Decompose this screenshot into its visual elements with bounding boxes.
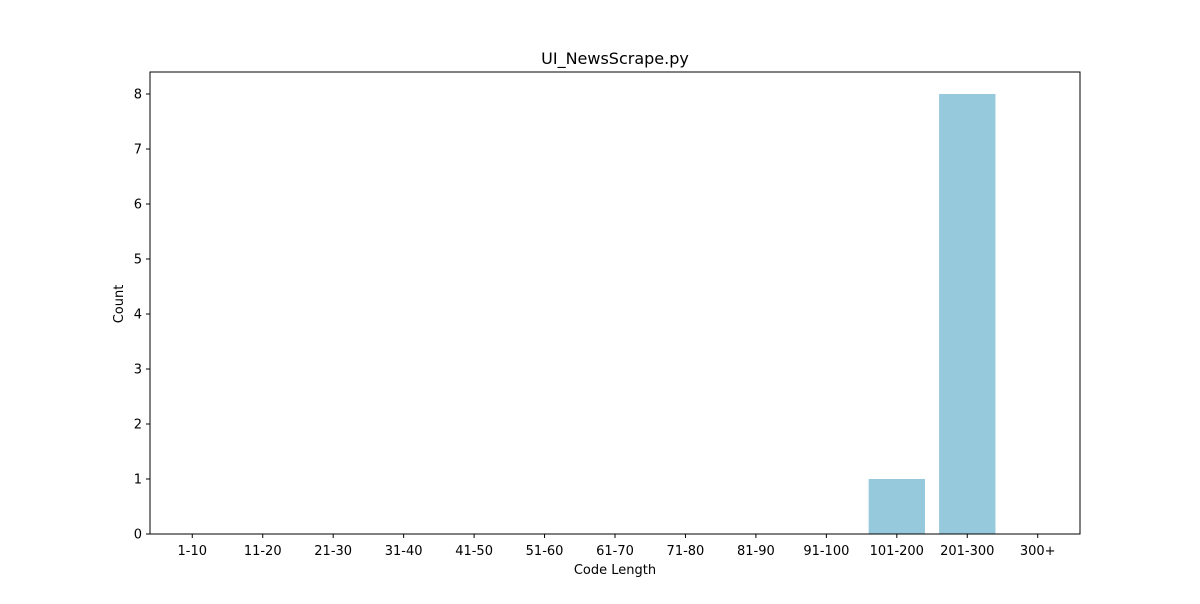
- plot-area-frame: [149, 71, 1081, 535]
- y-tick-label: 8: [134, 88, 142, 103]
- y-tick-label: 0: [134, 528, 142, 543]
- bar-201-300: [939, 94, 996, 534]
- chart-title: UI_NewsScrape.py: [541, 49, 689, 69]
- x-tick-label: 71-80: [667, 544, 705, 559]
- y-axis-label: Count: [112, 285, 127, 324]
- x-tick-label: 61-70: [596, 544, 634, 559]
- bar-101-200: [868, 479, 925, 534]
- x-tick-label: 300+: [1020, 544, 1056, 559]
- x-tick-label: 81-90: [737, 544, 775, 559]
- x-tick-label: 41-50: [455, 544, 493, 559]
- x-tick-label: 101-200: [870, 544, 924, 559]
- x-axis-label: Code Length: [574, 563, 656, 578]
- x-tick-label: 1-10: [178, 544, 208, 559]
- x-tick-label: 201-300: [940, 544, 994, 559]
- y-tick-label: 7: [134, 143, 142, 158]
- x-tick-label: 21-30: [314, 544, 352, 559]
- x-ticks-layer: 1-10 11-20 21-30 31-40 41-50 51-60 61-70 71-80 8…: [178, 534, 1056, 559]
- y-tick-label: 3: [134, 363, 142, 378]
- x-tick-label: 51-60: [526, 544, 564, 559]
- y-ticks-layer: 0 1 2 3 4 5 6 7 8: [134, 88, 150, 543]
- y-tick-label: 4: [134, 308, 142, 323]
- y-tick-label: 6: [134, 198, 142, 213]
- x-tick-label: 31-40: [385, 544, 423, 559]
- y-tick-label: 5: [134, 253, 142, 268]
- y-tick-label: 2: [134, 418, 142, 433]
- bars-layer: [868, 94, 996, 534]
- x-tick-label: 91-100: [803, 544, 849, 559]
- y-tick-label: 1: [134, 473, 142, 488]
- x-tick-label: 11-20: [244, 544, 282, 559]
